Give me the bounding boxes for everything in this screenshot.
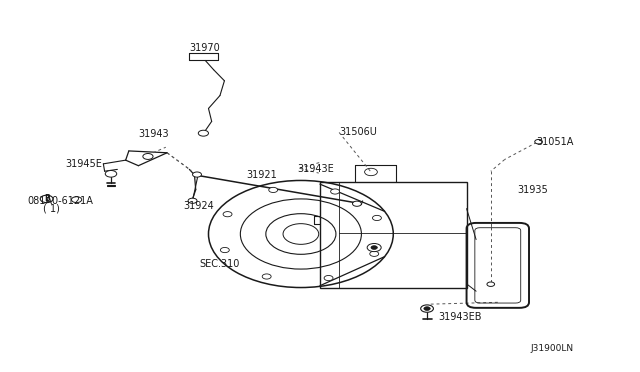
Text: J31900LN: J31900LN xyxy=(531,344,573,353)
Circle shape xyxy=(269,187,278,193)
Circle shape xyxy=(371,246,378,249)
Text: ( 1): ( 1) xyxy=(43,204,60,214)
Circle shape xyxy=(367,244,381,251)
Circle shape xyxy=(324,276,333,280)
Text: SEC.310: SEC.310 xyxy=(199,259,239,269)
Circle shape xyxy=(331,189,340,194)
Text: 31943E: 31943E xyxy=(298,164,335,174)
Circle shape xyxy=(487,282,495,286)
Circle shape xyxy=(370,251,379,256)
Circle shape xyxy=(353,201,362,206)
Text: 31051A: 31051A xyxy=(537,137,574,147)
Circle shape xyxy=(372,215,381,221)
Circle shape xyxy=(420,305,433,312)
Circle shape xyxy=(198,130,209,136)
Text: 31921: 31921 xyxy=(246,170,278,180)
Text: B: B xyxy=(44,195,49,203)
Circle shape xyxy=(188,198,197,203)
Circle shape xyxy=(193,172,202,177)
Text: 31943: 31943 xyxy=(138,129,169,139)
Circle shape xyxy=(72,197,82,203)
Circle shape xyxy=(262,274,271,279)
Circle shape xyxy=(143,154,153,160)
Circle shape xyxy=(223,212,232,217)
Circle shape xyxy=(424,307,430,310)
Text: 31924: 31924 xyxy=(183,201,214,211)
Text: 31506U: 31506U xyxy=(339,128,377,138)
Circle shape xyxy=(105,170,116,177)
Text: 31945E: 31945E xyxy=(65,159,102,169)
Circle shape xyxy=(535,140,542,144)
Text: 31970: 31970 xyxy=(189,42,220,52)
Text: 31943EB: 31943EB xyxy=(438,312,481,322)
Circle shape xyxy=(220,247,229,253)
Text: 081A0-6121A: 081A0-6121A xyxy=(27,196,93,206)
Text: 31935: 31935 xyxy=(518,185,548,195)
